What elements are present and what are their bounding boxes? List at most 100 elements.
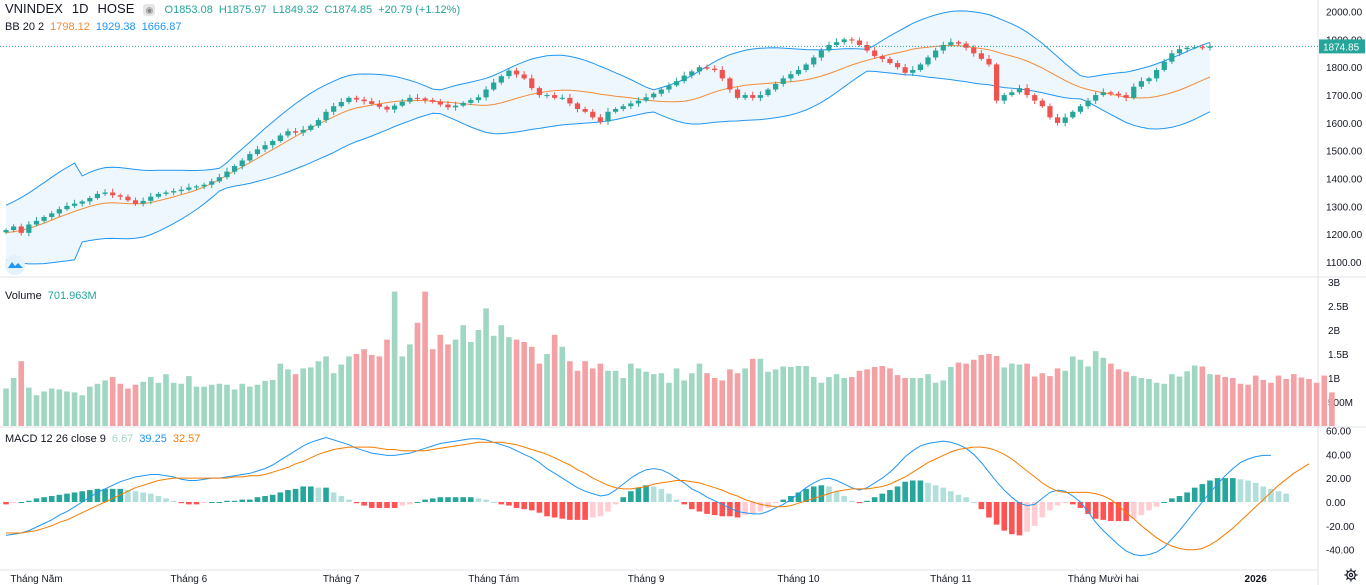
candle-body [811, 57, 817, 65]
volume-bar [1130, 376, 1137, 426]
volume-bar [41, 391, 47, 426]
candle-body [666, 85, 672, 90]
bb-upper-value: 1929.38 [95, 21, 136, 33]
symbol-label[interactable]: VNINDEX [5, 1, 63, 16]
bb-legend[interactable]: BB 20 2 1798.12 1929.38 1666.87 [5, 20, 187, 34]
candle-body [513, 70, 520, 75]
candle-body [986, 58, 992, 65]
macd-histogram-bar [551, 501, 558, 518]
macd-histogram-bar [1092, 501, 1099, 519]
candle-body [795, 70, 802, 75]
candle-body [658, 89, 664, 94]
volume-bar [909, 378, 916, 426]
volume-bar [711, 378, 718, 426]
candle-body [171, 191, 177, 193]
volume-bar [376, 356, 383, 426]
macd-histogram-bar [3, 501, 9, 505]
volume-bar [87, 386, 93, 426]
candle-body [18, 226, 24, 233]
candle-body [742, 95, 748, 98]
volume-bar [132, 384, 139, 426]
main-legend: VNINDEX 1D HOSE ◉ O1853.08 H1875.97 L1849.… [5, 2, 466, 17]
volume-legend[interactable]: Volume 701.963M [5, 289, 103, 303]
volume-bar [506, 337, 512, 426]
macd-histogram-bar [673, 499, 680, 502]
candle-body [1024, 88, 1030, 96]
gear-icon[interactable] [1344, 568, 1358, 582]
volume-bar [1138, 378, 1145, 426]
macd-histogram-bar [102, 488, 108, 502]
candle-body [163, 192, 169, 194]
macd-histogram-bar [125, 490, 131, 502]
volume-bar [826, 377, 832, 426]
time-axis-label: Tháng Mười hai [1068, 574, 1139, 585]
macd-histogram-bar [407, 501, 413, 505]
volume-bar [818, 382, 825, 426]
candle-body [87, 198, 93, 202]
volume-bar [574, 370, 581, 426]
candle-body [1176, 49, 1183, 54]
volume-bar [109, 377, 116, 426]
macd-histogram-bar [849, 500, 855, 502]
volume-bar [1199, 366, 1206, 426]
volume-bar [620, 378, 627, 426]
candle-body [506, 70, 512, 77]
macd-histogram-bar [1191, 487, 1198, 502]
macd-histogram-bar [1024, 501, 1030, 532]
volume-bar [978, 354, 985, 426]
macd-histogram-bar [269, 494, 276, 502]
candle-body [910, 70, 916, 73]
macd-histogram-bar [506, 501, 512, 506]
volume-bar [483, 308, 489, 426]
volume-bar [1085, 366, 1091, 426]
macd-histogram-bar [475, 498, 482, 502]
candle-body [125, 196, 131, 201]
eye-icon[interactable]: ◉ [143, 4, 156, 17]
candle-body [361, 99, 367, 102]
macd-histogram-bar [1108, 501, 1114, 522]
candle-body [559, 97, 565, 99]
volume-bar [810, 377, 817, 426]
volume-bar [186, 376, 192, 426]
candle-body [1131, 86, 1137, 98]
candle-body [498, 76, 504, 83]
macd-histogram-bar [56, 494, 63, 502]
macd-histogram-bar [292, 488, 299, 502]
macd-histogram-bar [1031, 501, 1038, 526]
volume-bar [1146, 378, 1152, 426]
volume-bar [1153, 382, 1160, 426]
macd-histogram-bar [18, 501, 25, 503]
volume-bar [422, 291, 428, 426]
macd-histogram-bar [620, 497, 627, 502]
interval-label[interactable]: 1D [71, 1, 89, 16]
volume-bar [262, 380, 268, 426]
macd-histogram-bar [376, 501, 383, 508]
volume-bar [208, 384, 215, 426]
volume-bar [871, 366, 878, 426]
macd-histogram-bar [879, 493, 886, 502]
macd-histogram-bar [970, 501, 977, 503]
macd-legend[interactable]: MACD 12 26 close 9 6.67 39.25 32.57 [5, 432, 206, 446]
volume-bar [399, 356, 406, 426]
volume-bar [749, 358, 756, 426]
candle-body [1047, 106, 1053, 118]
macd-histogram-bar [1207, 480, 1213, 502]
macd-histogram-bar [612, 501, 619, 505]
candle-body [681, 75, 687, 82]
macd-histogram-bar [1115, 501, 1122, 522]
macd-histogram-bar [1009, 501, 1015, 535]
macd-histogram-bar [247, 499, 253, 502]
candle-body [1100, 92, 1106, 96]
volume-bar [536, 363, 543, 426]
price-axis-tick: 1200.00 [1326, 230, 1363, 241]
volume-bar [300, 368, 306, 426]
volume-bar [391, 291, 398, 426]
candle-body [948, 42, 954, 45]
volume-bar [269, 379, 276, 426]
volume-bar [719, 380, 726, 426]
candle-body [673, 81, 680, 86]
volume-bar [658, 373, 665, 426]
macd-histogram-bar [696, 501, 703, 512]
volume-bar [788, 366, 794, 426]
